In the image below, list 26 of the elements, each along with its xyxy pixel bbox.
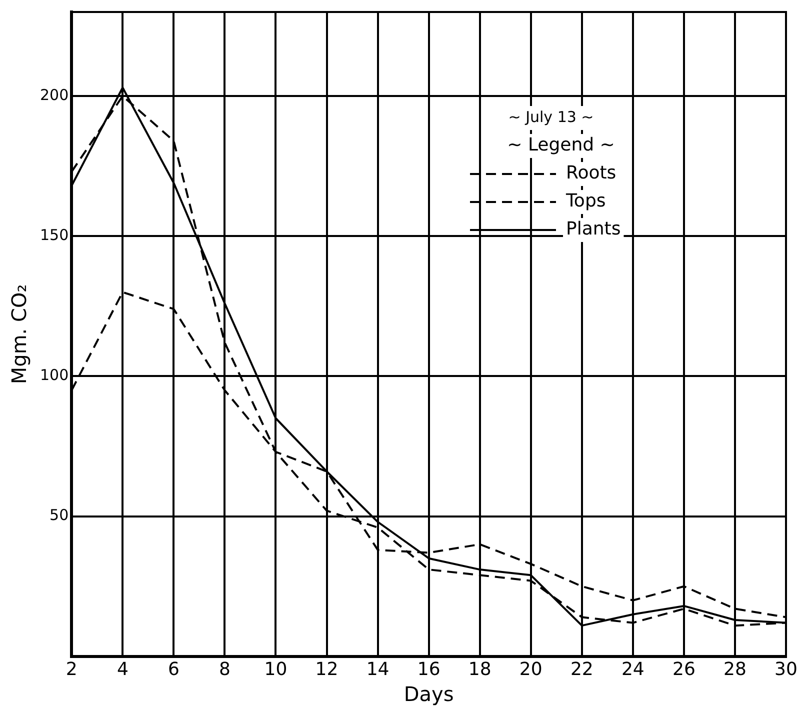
y-tick-label: 100 (40, 366, 69, 384)
x-tick-label: 16 (417, 658, 440, 680)
annotation: ~ July 13 ~ (508, 108, 594, 126)
x-tick-label: 8 (218, 658, 230, 680)
x-tick-label: 30 (774, 658, 798, 680)
x-axis-title: Days (404, 682, 454, 706)
x-tick-label: 20 (519, 658, 542, 680)
y-tick-label: 50 (50, 506, 69, 524)
y-axis-title: Mgm. CO₂ (7, 284, 32, 384)
x-tick-label: 24 (621, 658, 644, 680)
legend-label: Roots (566, 162, 616, 184)
legend-label: Tops (565, 190, 606, 212)
x-tick-label: 2 (66, 658, 78, 680)
legend-label: Plants (566, 218, 621, 240)
x-tick-label: 28 (724, 658, 746, 680)
x-tick-label: 18 (468, 658, 492, 680)
x-tick-label: 26 (672, 658, 696, 680)
x-tick-label: 10 (264, 658, 288, 680)
x-tick-label: 4 (116, 658, 128, 680)
legend-title: ~ Legend ~ (507, 134, 615, 156)
x-tick-label: 12 (315, 658, 338, 680)
x-tick-label: 22 (570, 658, 594, 680)
x-tick-label: 14 (366, 658, 390, 680)
y-tick-label: 150 (40, 226, 69, 244)
x-tick-label: 6 (168, 658, 180, 680)
y-tick-label: 200 (40, 86, 69, 104)
